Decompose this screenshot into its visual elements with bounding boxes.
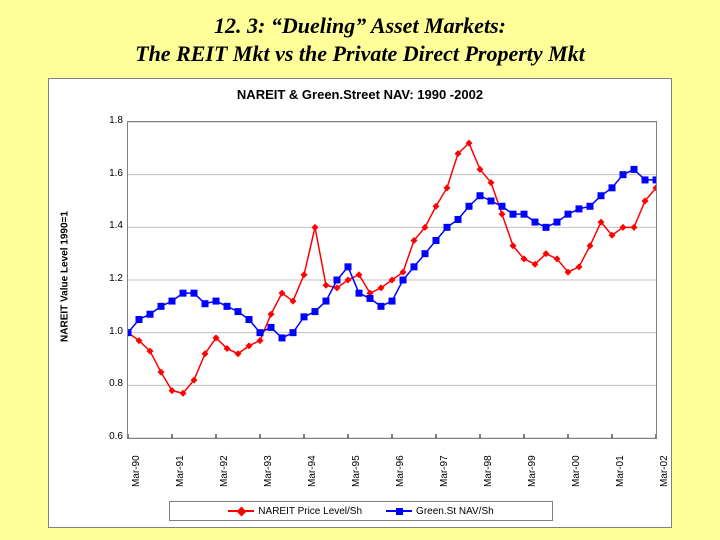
x-tick-label: Mar-97	[439, 455, 450, 487]
chart-panel: NAREIT & Green.Street NAV: 1990 -2002 NA…	[48, 78, 672, 528]
y-tick-label: 1.2	[93, 273, 123, 284]
x-tick-label: Mar-00	[571, 455, 582, 487]
title-line-1: 12. 3: “Dueling” Asset Markets:	[214, 13, 506, 38]
x-tick-label: Mar-02	[659, 455, 670, 487]
square-icon	[396, 508, 403, 515]
diamond-icon	[236, 506, 246, 516]
slide-title: 12. 3: “Dueling” Asset Markets: The REIT…	[0, 0, 720, 67]
x-tick-label: Mar-98	[483, 455, 494, 487]
y-ticks: 0.60.81.01.21.41.61.8	[93, 121, 123, 439]
x-tick-label: Mar-01	[615, 455, 626, 487]
legend-label: Green.St NAV/Sh	[416, 506, 494, 517]
x-tick-label: Mar-96	[395, 455, 406, 487]
y-tick-label: 1.6	[93, 168, 123, 179]
y-tick-label: 0.6	[93, 431, 123, 442]
legend-item: Green.St NAV/Sh	[386, 506, 494, 517]
legend-swatch	[228, 510, 254, 512]
slide: 12. 3: “Dueling” Asset Markets: The REIT…	[0, 0, 720, 540]
x-tick-label: Mar-92	[219, 455, 230, 487]
plot-area	[127, 121, 657, 439]
x-tick-label: Mar-90	[131, 455, 142, 487]
legend-item: NAREIT Price Level/Sh	[228, 506, 362, 517]
legend: NAREIT Price Level/Sh Green.St NAV/Sh	[169, 501, 553, 521]
x-ticks: Mar-90 Mar-91 Mar-92 Mar-93 Mar-94 Mar-95 Mar-…	[127, 439, 657, 509]
legend-swatch	[386, 510, 412, 512]
y-tick-label: 0.8	[93, 378, 123, 389]
x-tick-label: Mar-95	[351, 455, 362, 487]
x-tick-label: Mar-99	[527, 455, 538, 487]
y-tick-label: 1.8	[93, 115, 123, 126]
y-tick-label: 1.4	[93, 220, 123, 231]
x-tick-label: Mar-93	[263, 455, 274, 487]
y-axis-label: NAREIT Value Level 1990=1	[60, 207, 71, 347]
x-tick-label: Mar-94	[307, 455, 318, 487]
plot-svg	[128, 122, 656, 438]
title-line-2: The REIT Mkt vs the Private Direct Prope…	[135, 41, 585, 66]
x-tick-label: Mar-91	[175, 455, 186, 487]
chart-title: NAREIT & Green.Street NAV: 1990 -2002	[49, 79, 671, 102]
legend-label: NAREIT Price Level/Sh	[258, 506, 362, 517]
y-axis-label-group: NAREIT Value Level 1990=1	[55, 121, 75, 439]
y-tick-label: 1.0	[93, 326, 123, 337]
